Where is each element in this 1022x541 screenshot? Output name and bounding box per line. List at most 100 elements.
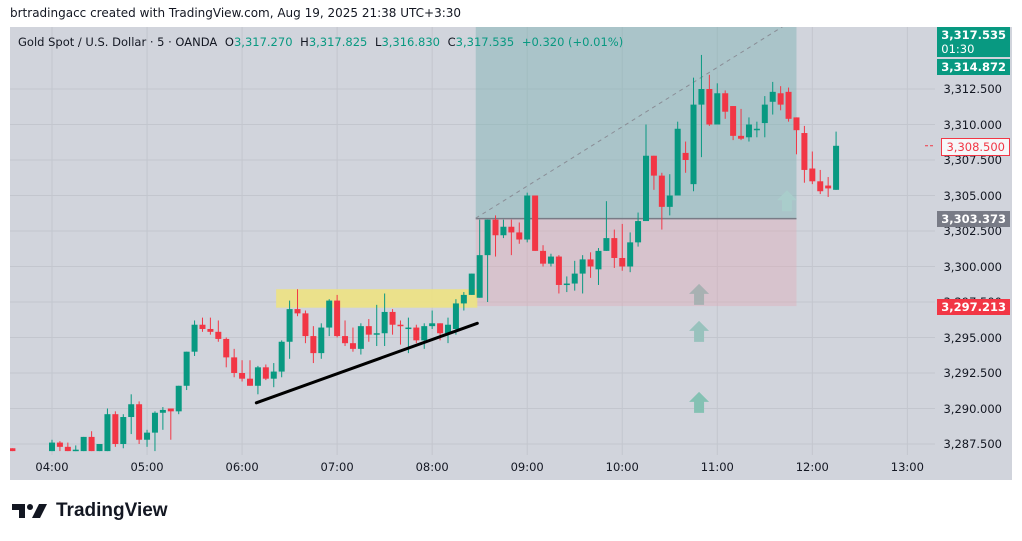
- candle[interactable]: [365, 319, 372, 342]
- alert-price-label[interactable]: 3,308.500: [941, 138, 1010, 156]
- candle[interactable]: [500, 219, 507, 239]
- candle[interactable]: [294, 289, 301, 317]
- candle[interactable]: [278, 340, 285, 378]
- candle[interactable]: [342, 320, 349, 347]
- candle[interactable]: [64, 442, 71, 452]
- candle[interactable]: [429, 310, 436, 329]
- candle[interactable]: [571, 260, 578, 291]
- candle[interactable]: [239, 360, 246, 382]
- candle[interactable]: [595, 248, 602, 285]
- candle[interactable]: [357, 323, 364, 355]
- candle[interactable]: [151, 411, 158, 452]
- candlestick-chart[interactable]: [10, 27, 935, 455]
- candle[interactable]: [635, 212, 642, 247]
- candle[interactable]: [730, 106, 737, 141]
- candle[interactable]: [555, 255, 562, 294]
- candle[interactable]: [690, 77, 697, 192]
- candle[interactable]: [706, 74, 713, 126]
- candle[interactable]: [175, 385, 182, 415]
- candle[interactable]: [666, 174, 673, 216]
- candle[interactable]: [817, 169, 824, 195]
- candle[interactable]: [468, 273, 475, 295]
- candle[interactable]: [72, 445, 79, 452]
- candle[interactable]: [381, 293, 388, 347]
- candle[interactable]: [191, 320, 198, 356]
- candle[interactable]: [56, 441, 63, 452]
- candle[interactable]: [120, 414, 127, 449]
- candle[interactable]: [619, 223, 626, 271]
- candle[interactable]: [80, 436, 87, 452]
- tradingview-logo[interactable]: TradingView: [12, 500, 168, 522]
- candle[interactable]: [247, 360, 253, 386]
- candle[interactable]: [643, 124, 649, 222]
- candle[interactable]: [413, 324, 420, 344]
- candle[interactable]: [104, 408, 111, 452]
- candle[interactable]: [349, 327, 356, 352]
- candle[interactable]: [167, 408, 174, 440]
- candle[interactable]: [476, 219, 483, 298]
- candle[interactable]: [262, 364, 269, 381]
- candle[interactable]: [579, 255, 586, 294]
- candle[interactable]: [88, 431, 95, 452]
- time-axis[interactable]: 04:00 05:00 06:00 07:00 08:00 09:00 10:00 11:00…: [10, 455, 935, 480]
- candle[interactable]: [96, 444, 103, 452]
- candle[interactable]: [532, 195, 539, 251]
- candle[interactable]: [492, 215, 499, 257]
- candle[interactable]: [128, 394, 135, 435]
- candle[interactable]: [484, 219, 491, 302]
- candle[interactable]: [207, 317, 214, 335]
- candle[interactable]: [334, 294, 341, 338]
- candle[interactable]: [49, 439, 55, 452]
- candle[interactable]: [452, 299, 459, 335]
- candle[interactable]: [112, 411, 119, 447]
- candle[interactable]: [215, 320, 222, 342]
- candle[interactable]: [809, 151, 816, 185]
- candle[interactable]: [833, 131, 840, 190]
- candle[interactable]: [373, 304, 380, 347]
- candle[interactable]: [231, 348, 238, 378]
- candle[interactable]: [199, 317, 206, 332]
- candle[interactable]: [611, 229, 618, 268]
- candle[interactable]: [445, 317, 451, 344]
- candle[interactable]: [650, 155, 657, 190]
- candle[interactable]: [753, 121, 760, 138]
- candle[interactable]: [286, 300, 293, 359]
- candle[interactable]: [547, 253, 554, 267]
- candle[interactable]: [254, 365, 261, 395]
- candle[interactable]: [397, 320, 404, 345]
- candle[interactable]: [761, 96, 768, 138]
- candle[interactable]: [270, 363, 277, 388]
- candle[interactable]: [540, 245, 547, 267]
- candle[interactable]: [698, 54, 705, 158]
- candle[interactable]: [460, 292, 467, 311]
- candle[interactable]: [627, 232, 634, 273]
- candle[interactable]: [825, 177, 832, 197]
- candle[interactable]: [801, 125, 808, 183]
- candle[interactable]: [785, 87, 792, 122]
- candle[interactable]: [326, 299, 333, 337]
- candle[interactable]: [793, 117, 800, 155]
- candle[interactable]: [318, 323, 325, 359]
- candle[interactable]: [302, 310, 309, 344]
- candle[interactable]: [183, 351, 190, 391]
- candle[interactable]: [769, 81, 776, 115]
- price-axis[interactable]: 3,287.500 3,290.000 3,292.500 3,295.000 3,29…: [935, 27, 1012, 455]
- candle[interactable]: [389, 309, 396, 335]
- candle[interactable]: [722, 90, 729, 119]
- candle[interactable]: [310, 326, 317, 364]
- candle[interactable]: [738, 108, 745, 141]
- candle[interactable]: [421, 323, 428, 349]
- candle[interactable]: [714, 83, 721, 125]
- candle[interactable]: [658, 172, 665, 230]
- candle[interactable]: [587, 252, 594, 278]
- candle[interactable]: [223, 337, 230, 368]
- candle[interactable]: [745, 117, 752, 142]
- candle[interactable]: [524, 192, 531, 243]
- candle[interactable]: [674, 121, 681, 196]
- candle[interactable]: [516, 222, 523, 244]
- chart-panel[interactable]: Gold Spot / U.S. Dollar · 5 · OANDA O3,3…: [10, 27, 1012, 480]
- candle[interactable]: [159, 407, 166, 430]
- candle[interactable]: [682, 141, 689, 173]
- candle[interactable]: [136, 401, 143, 444]
- candle[interactable]: [563, 276, 570, 293]
